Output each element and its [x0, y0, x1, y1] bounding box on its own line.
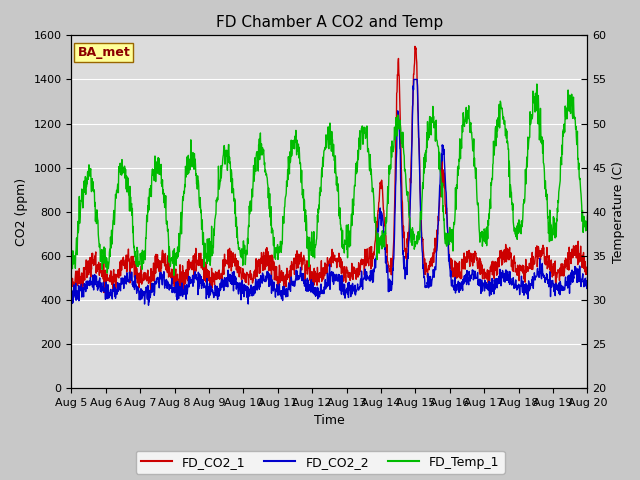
Line: FD_CO2_1: FD_CO2_1 — [72, 47, 588, 293]
FD_CO2_1 — [411, 44, 419, 49]
FD_Temp_1 — [170, 273, 178, 278]
X-axis label: Time: Time — [314, 414, 345, 427]
FD_Temp_1 — [170, 262, 177, 268]
Title: FD Chamber A CO2 and Temp: FD Chamber A CO2 and Temp — [216, 15, 443, 30]
FD_CO2_2 — [410, 77, 418, 83]
FD_CO2_2 — [523, 291, 531, 297]
Line: FD_Temp_1: FD_Temp_1 — [72, 84, 588, 276]
FD_Temp_1 — [68, 264, 76, 269]
FD_Temp_1 — [477, 229, 484, 235]
FD_CO2_2 — [241, 282, 248, 288]
FD_Temp_1 — [410, 237, 417, 242]
FD_CO2_2 — [182, 282, 190, 288]
FD_CO2_1 — [477, 261, 485, 266]
FD_CO2_2 — [170, 284, 178, 290]
FD_Temp_1 — [182, 166, 190, 172]
FD_CO2_1 — [241, 270, 248, 276]
FD_Temp_1 — [533, 81, 541, 87]
FD_Temp_1 — [523, 164, 531, 170]
FD_CO2_1 — [68, 277, 76, 283]
FD_CO2_2 — [145, 302, 152, 308]
FD_CO2_1 — [410, 72, 417, 77]
FD_CO2_2 — [410, 87, 417, 93]
FD_CO2_1 — [584, 270, 591, 276]
FD_CO2_2 — [68, 297, 76, 303]
FD_Temp_1 — [241, 251, 248, 256]
FD_CO2_1 — [523, 265, 531, 271]
Line: FD_CO2_2: FD_CO2_2 — [72, 80, 588, 305]
FD_CO2_1 — [170, 272, 178, 278]
FD_CO2_2 — [477, 288, 485, 293]
FD_CO2_1 — [100, 290, 108, 296]
Y-axis label: CO2 (ppm): CO2 (ppm) — [15, 178, 28, 246]
FD_Temp_1 — [584, 213, 591, 219]
Y-axis label: Temperature (C): Temperature (C) — [612, 161, 625, 263]
Legend: FD_CO2_1, FD_CO2_2, FD_Temp_1: FD_CO2_1, FD_CO2_2, FD_Temp_1 — [136, 451, 504, 474]
FD_CO2_1 — [182, 276, 190, 282]
Text: BA_met: BA_met — [77, 46, 131, 59]
FD_CO2_2 — [584, 275, 591, 281]
